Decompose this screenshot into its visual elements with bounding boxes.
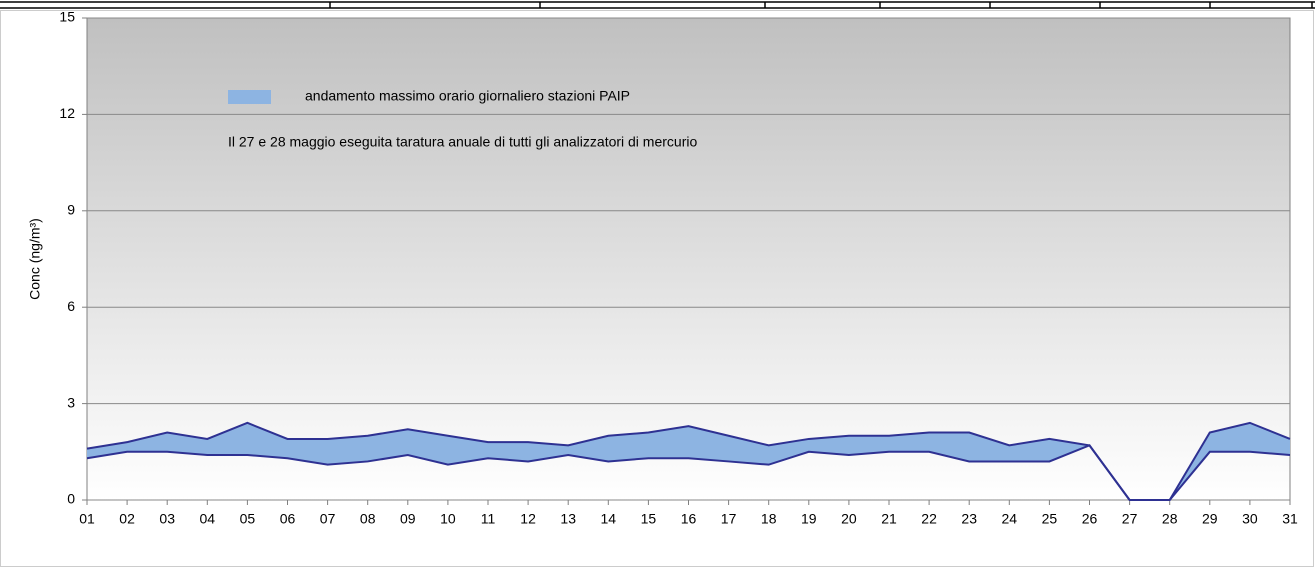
x-tick-label: 20 xyxy=(841,511,857,527)
x-tick-label: 30 xyxy=(1242,511,1258,527)
x-tick-label: 06 xyxy=(280,511,296,527)
x-tick-label: 11 xyxy=(481,511,496,527)
x-tick-label: 03 xyxy=(159,511,175,527)
x-tick-label: 12 xyxy=(520,511,536,527)
x-tick-label: 16 xyxy=(681,511,697,527)
x-tick-label: 08 xyxy=(360,511,376,527)
y-tick-label: 9 xyxy=(67,202,75,218)
y-tick-label: 6 xyxy=(67,298,75,314)
legend-swatch xyxy=(228,90,271,104)
x-tick-label: 07 xyxy=(320,511,336,527)
x-tick-label: 05 xyxy=(240,511,256,527)
x-tick-label: 15 xyxy=(641,511,657,527)
x-tick-label: 22 xyxy=(921,511,937,527)
x-tick-label: 18 xyxy=(761,511,777,527)
y-tick-label: 0 xyxy=(67,491,75,507)
x-tick-label: 09 xyxy=(400,511,416,527)
x-tick-label: 28 xyxy=(1162,511,1178,527)
x-tick-label: 02 xyxy=(119,511,135,527)
x-tick-label: 14 xyxy=(601,511,617,527)
x-tick-label: 17 xyxy=(721,511,737,527)
y-tick-label: 3 xyxy=(67,394,75,410)
x-tick-label: 01 xyxy=(79,511,95,527)
x-tick-label: 26 xyxy=(1082,511,1098,527)
y-tick-label: 15 xyxy=(59,9,75,25)
chart-border xyxy=(0,10,1314,567)
x-tick-label: 24 xyxy=(1002,511,1018,527)
x-tick-label: 10 xyxy=(440,511,456,527)
y-axis-label: Conc (ng/m³) xyxy=(27,218,43,300)
x-tick-label: 19 xyxy=(801,511,817,527)
x-tick-label: 29 xyxy=(1202,511,1218,527)
range-band xyxy=(87,422,1290,500)
top-table-strip xyxy=(0,1,1315,9)
x-tick-label: 27 xyxy=(1122,511,1138,527)
x-tick-label: 23 xyxy=(961,511,977,527)
legend-label: andamento massimo orario giornaliero sta… xyxy=(305,88,630,104)
lower-line xyxy=(86,444,1291,501)
x-tick-label: 21 xyxy=(881,511,897,527)
plot-area xyxy=(86,17,1291,501)
annotation: Il 27 e 28 maggio eseguita taratura anua… xyxy=(228,134,697,150)
x-tick-label: 13 xyxy=(560,511,576,527)
y-tick-label: 12 xyxy=(59,105,75,121)
x-tick-label: 04 xyxy=(200,511,216,527)
x-tick-label: 25 xyxy=(1042,511,1058,527)
x-tick-label: 31 xyxy=(1282,511,1298,527)
